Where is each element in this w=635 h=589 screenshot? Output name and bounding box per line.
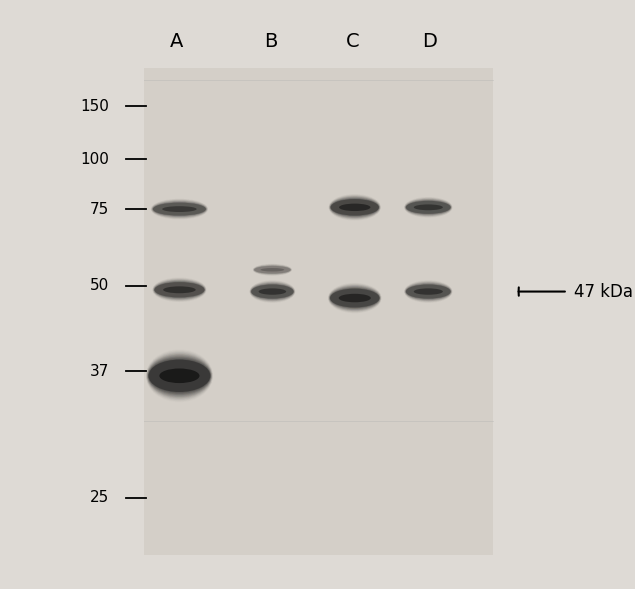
Ellipse shape xyxy=(147,356,211,396)
Text: 47 kDa: 47 kDa xyxy=(573,283,632,300)
Ellipse shape xyxy=(251,283,294,300)
Ellipse shape xyxy=(330,288,380,308)
Ellipse shape xyxy=(406,284,451,299)
Ellipse shape xyxy=(152,202,206,216)
Ellipse shape xyxy=(147,354,212,398)
Text: 150: 150 xyxy=(80,98,109,114)
Text: D: D xyxy=(422,32,437,51)
Ellipse shape xyxy=(330,289,380,307)
Text: 50: 50 xyxy=(90,278,109,293)
Ellipse shape xyxy=(406,284,451,299)
Ellipse shape xyxy=(338,294,371,302)
Ellipse shape xyxy=(154,282,204,297)
Ellipse shape xyxy=(405,283,451,300)
Ellipse shape xyxy=(406,200,451,214)
Ellipse shape xyxy=(154,282,204,298)
Text: 25: 25 xyxy=(90,490,109,505)
Ellipse shape xyxy=(163,286,196,293)
Ellipse shape xyxy=(149,359,210,392)
Ellipse shape xyxy=(153,203,206,216)
Ellipse shape xyxy=(154,282,204,298)
Ellipse shape xyxy=(330,289,380,307)
Ellipse shape xyxy=(251,284,294,299)
Ellipse shape xyxy=(260,268,284,272)
Text: 100: 100 xyxy=(80,151,109,167)
Ellipse shape xyxy=(149,359,210,393)
Text: A: A xyxy=(170,32,183,51)
Ellipse shape xyxy=(154,280,205,299)
Text: C: C xyxy=(346,32,360,51)
Ellipse shape xyxy=(405,283,451,300)
Ellipse shape xyxy=(406,201,451,214)
Ellipse shape xyxy=(254,266,291,274)
Ellipse shape xyxy=(330,287,380,309)
Ellipse shape xyxy=(330,287,380,309)
Ellipse shape xyxy=(331,199,379,216)
Ellipse shape xyxy=(162,206,197,212)
Ellipse shape xyxy=(154,282,204,297)
Text: 37: 37 xyxy=(90,363,109,379)
Ellipse shape xyxy=(330,198,379,217)
Text: B: B xyxy=(264,32,277,51)
Ellipse shape xyxy=(330,198,379,216)
Ellipse shape xyxy=(251,283,294,300)
Ellipse shape xyxy=(406,284,451,299)
Ellipse shape xyxy=(405,200,451,215)
Ellipse shape xyxy=(147,355,211,396)
Ellipse shape xyxy=(251,284,294,299)
Ellipse shape xyxy=(331,199,379,216)
Ellipse shape xyxy=(330,287,380,309)
Ellipse shape xyxy=(405,200,451,215)
Ellipse shape xyxy=(406,201,451,214)
Ellipse shape xyxy=(414,204,443,210)
Ellipse shape xyxy=(339,204,370,211)
Ellipse shape xyxy=(330,198,379,217)
Ellipse shape xyxy=(406,284,451,299)
Ellipse shape xyxy=(406,200,451,214)
Ellipse shape xyxy=(251,284,293,299)
Bar xyxy=(144,68,493,555)
Ellipse shape xyxy=(330,198,379,216)
Ellipse shape xyxy=(154,281,205,299)
Ellipse shape xyxy=(153,203,206,216)
Ellipse shape xyxy=(330,197,380,217)
Ellipse shape xyxy=(153,203,206,216)
Ellipse shape xyxy=(329,286,380,310)
Ellipse shape xyxy=(251,284,293,299)
Ellipse shape xyxy=(406,284,451,299)
Ellipse shape xyxy=(148,358,211,393)
Ellipse shape xyxy=(414,289,443,294)
Ellipse shape xyxy=(330,197,380,217)
Ellipse shape xyxy=(330,288,380,308)
Ellipse shape xyxy=(154,281,205,299)
Ellipse shape xyxy=(329,286,380,310)
Ellipse shape xyxy=(330,197,380,218)
Ellipse shape xyxy=(148,356,211,395)
Ellipse shape xyxy=(147,355,211,397)
Ellipse shape xyxy=(152,201,206,217)
Ellipse shape xyxy=(406,201,451,214)
Ellipse shape xyxy=(152,202,206,216)
Text: 75: 75 xyxy=(90,201,109,217)
Ellipse shape xyxy=(148,357,211,395)
Ellipse shape xyxy=(159,369,199,383)
Ellipse shape xyxy=(149,359,210,392)
Ellipse shape xyxy=(148,358,211,394)
Ellipse shape xyxy=(258,289,286,294)
Ellipse shape xyxy=(251,284,293,299)
